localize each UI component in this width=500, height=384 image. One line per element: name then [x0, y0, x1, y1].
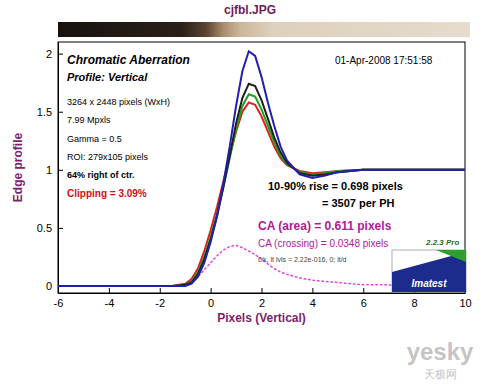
x-tick-mark: [160, 288, 161, 293]
chart-svg: cjfbl.JPG -6 -4 -2 0 2 4 6 8 10 0 0.5 1 1.5 2 Pixels (V…: [0, 0, 500, 384]
annotation-levels: Dk, lt lvls = 2.22e-016, 0; lt/d: [258, 256, 347, 263]
annotation-ca-crossing: CA (crossing) = 0.0348 pixels: [258, 238, 388, 249]
y-tick: 1.5: [37, 106, 63, 118]
x-tick-label: 6: [361, 297, 367, 309]
annotation-rise: 10-90% rise = 0.698 pixels: [268, 180, 403, 192]
x-tick-label: 8: [412, 297, 418, 309]
x-tick: 0: [208, 288, 214, 309]
y-tick: 0.5: [37, 222, 63, 234]
x-axis-title: Pixels (Vertical): [217, 311, 306, 325]
annotation-watermark-cn: 天极网: [424, 368, 457, 381]
y-tick-label: 1: [46, 164, 52, 176]
x-tick: 2: [259, 288, 265, 309]
annotation-heading: Chromatic Aberration: [67, 53, 190, 67]
x-tick-mark: [262, 288, 263, 293]
annotation-gamma: Gamma = 0.5: [67, 134, 122, 144]
y-tick: 1: [46, 164, 63, 176]
chart-title: cjfbl.JPG: [224, 3, 276, 17]
annotation-watermark: yesky: [407, 338, 474, 365]
edge-strip: [58, 22, 470, 37]
x-tick-label: 10: [459, 297, 471, 309]
y-tick-mark: [58, 228, 63, 229]
annotation-logo: Imatest: [411, 278, 447, 289]
x-tick-mark: [363, 288, 364, 293]
y-tick-label: 0: [46, 280, 52, 292]
annotation-per-ph: = 3507 per PH: [322, 197, 395, 209]
x-tick-label: 2: [259, 297, 265, 309]
x-tick-mark: [312, 288, 313, 293]
x-tick: 6: [361, 288, 367, 309]
x-tick-label: -2: [155, 297, 165, 309]
y-axis-title: Edge profile: [11, 133, 25, 203]
y-tick-mark: [58, 54, 63, 55]
x-tick-mark: [109, 288, 110, 293]
x-tick: -2: [155, 288, 165, 309]
annotation-location: 64% right of ctr.: [67, 170, 135, 180]
y-tick-label: 1.5: [37, 106, 52, 118]
x-tick-label: 4: [310, 297, 316, 309]
y-tick: 2: [46, 48, 63, 60]
y-axis-line: [58, 43, 59, 294]
logo-band: [392, 252, 466, 292]
x-tick-label: -6: [54, 297, 64, 309]
x-tick-label: -4: [104, 297, 114, 309]
logo-corner: [436, 250, 466, 262]
logo-box: [392, 250, 466, 292]
x-tick: -4: [104, 288, 114, 309]
annotation-roi: ROI: 279x105 pixels: [67, 152, 149, 162]
chart-container: cjfbl.JPG -6 -4 -2 0 2 4 6 8 10 0 0.5 1 1.5 2 Pixels (V…: [0, 0, 500, 384]
x-tick-label: 0: [208, 297, 214, 309]
x-tick-mark: [211, 288, 212, 293]
annotation-ca-area: CA (area) = 0.611 pixels: [258, 219, 392, 233]
annotation-profile: Profile: Vertical: [67, 71, 148, 83]
plot-frame: [58, 42, 465, 293]
annotations: Chromatic Aberration Profile: Vertical 01-…: [67, 53, 474, 381]
y-tick-label: 2: [46, 48, 52, 60]
annotation-mpxls: 7.99 Mpxls: [67, 115, 111, 125]
y-tick-label: 0.5: [37, 222, 52, 234]
annotation-clipping: Clipping = 3.09%: [67, 188, 147, 199]
annotation-size: 3264 x 2448 pixels (WxH): [67, 97, 170, 107]
annotation-version: 2.2.3 Pro: [425, 238, 459, 247]
x-axis-line: [59, 293, 466, 294]
y-tick-mark: [58, 170, 63, 171]
x-tick: 4: [310, 288, 316, 309]
imatest-logo: [392, 250, 466, 292]
y-tick-mark: [58, 112, 63, 113]
annotation-timestamp: 01-Apr-2008 17:51:58: [335, 55, 433, 66]
y-axis: 0 0.5 1 1.5 2: [37, 43, 63, 294]
